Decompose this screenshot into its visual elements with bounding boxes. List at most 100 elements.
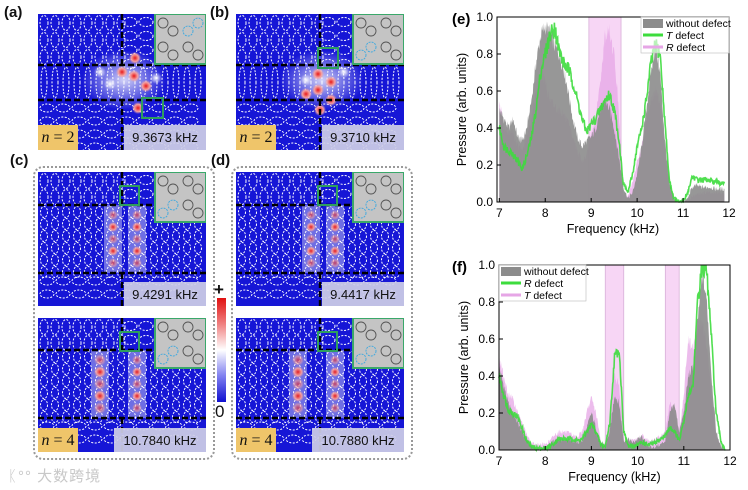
resonator <box>183 66 191 99</box>
resonator <box>370 387 378 399</box>
resonator <box>282 375 290 387</box>
frequency-label: 10.7880 kHz <box>312 428 404 452</box>
resonator <box>73 218 81 230</box>
resonator <box>71 129 87 139</box>
field-hotspot <box>94 402 106 414</box>
resonator <box>39 335 49 351</box>
field-hotspot <box>292 390 304 402</box>
resonator <box>381 103 397 113</box>
resonator <box>337 66 345 99</box>
unit-cell-inset <box>352 172 404 223</box>
resonator <box>293 66 301 99</box>
y-tick-label: 0.8 <box>476 47 493 61</box>
resonator <box>269 103 285 113</box>
resonator <box>301 116 317 126</box>
resonator <box>253 276 269 286</box>
resonator <box>103 276 119 286</box>
x-axis-label: Frequency (kHz) <box>568 470 660 484</box>
resonator <box>315 242 323 254</box>
plot-frame <box>498 264 731 451</box>
x-tick-label: 8 <box>542 206 549 220</box>
resonator <box>71 276 87 286</box>
resonator <box>161 242 169 254</box>
resonator <box>117 351 125 363</box>
resonator <box>293 242 301 254</box>
resonator <box>117 363 125 375</box>
resonator <box>194 66 202 99</box>
y-tick-label: 0.0 <box>476 195 493 209</box>
resonator <box>281 15 291 31</box>
y-tick-label: 0.4 <box>478 369 495 383</box>
resonator <box>138 175 154 185</box>
resonator <box>370 66 378 99</box>
resonator <box>39 319 49 335</box>
resonator <box>106 387 114 399</box>
field-hotspot <box>140 80 152 92</box>
resonator <box>117 206 125 218</box>
watermark-text: 大数跨境 <box>37 468 102 485</box>
dumbbell-icon <box>182 41 204 61</box>
resonator <box>183 242 191 254</box>
resonator <box>72 189 82 205</box>
resonator <box>73 254 81 266</box>
resonator <box>282 206 290 218</box>
resonator <box>84 363 92 375</box>
field-hotspot <box>306 210 316 220</box>
resonator <box>40 254 48 266</box>
y-tick-label: 0.0 <box>478 443 495 457</box>
field-hotspot <box>330 367 340 377</box>
resonator <box>260 218 268 230</box>
resonator <box>238 375 246 387</box>
dumbbell-icon <box>380 41 402 61</box>
x-tick-label: 11 <box>677 206 690 220</box>
resonator <box>172 387 180 399</box>
resonator <box>282 411 290 423</box>
x-tick-label: 11 <box>678 454 691 468</box>
resonator <box>83 173 93 189</box>
resonator <box>282 363 290 375</box>
resonator <box>271 206 279 218</box>
resonator <box>194 375 202 387</box>
n-label: n = 2 <box>38 125 78 150</box>
resonator <box>271 363 279 375</box>
resonator <box>370 242 378 254</box>
resonator <box>271 399 279 411</box>
resonator <box>237 289 253 299</box>
unit-cell-inset <box>154 14 206 65</box>
resonator <box>73 351 81 363</box>
resonator <box>84 375 92 387</box>
resonator <box>337 375 345 387</box>
resonator <box>72 32 82 48</box>
resonator <box>40 66 48 99</box>
field-hotspot <box>132 246 142 256</box>
resonator <box>381 230 389 242</box>
n-label: n = 4 <box>38 428 78 452</box>
resonator <box>269 142 285 150</box>
resonator <box>237 15 247 31</box>
resonator <box>94 49 104 65</box>
resonator <box>315 206 323 218</box>
field-hotspot <box>132 355 142 365</box>
resonator <box>87 434 103 444</box>
frequency-label: 9.4417 kHz <box>322 282 404 306</box>
dumbbell-icon <box>182 321 204 341</box>
field-hotspot <box>94 378 106 390</box>
resonator <box>285 129 301 139</box>
resonator <box>194 242 202 254</box>
resonator <box>248 32 258 48</box>
resonator <box>260 363 268 375</box>
dumbbell-icon <box>355 17 377 37</box>
resonator <box>337 218 345 230</box>
resonator <box>392 218 400 230</box>
field-hotspot <box>325 76 337 88</box>
resonator <box>51 66 59 99</box>
resonator <box>315 351 323 363</box>
resonator <box>83 335 93 351</box>
resonator <box>337 363 345 375</box>
resonator <box>183 103 199 113</box>
colorbar-max-label: + <box>214 280 224 299</box>
resonator <box>55 103 71 113</box>
resonator <box>71 421 87 431</box>
resonator <box>106 399 114 411</box>
resonator <box>281 335 291 351</box>
